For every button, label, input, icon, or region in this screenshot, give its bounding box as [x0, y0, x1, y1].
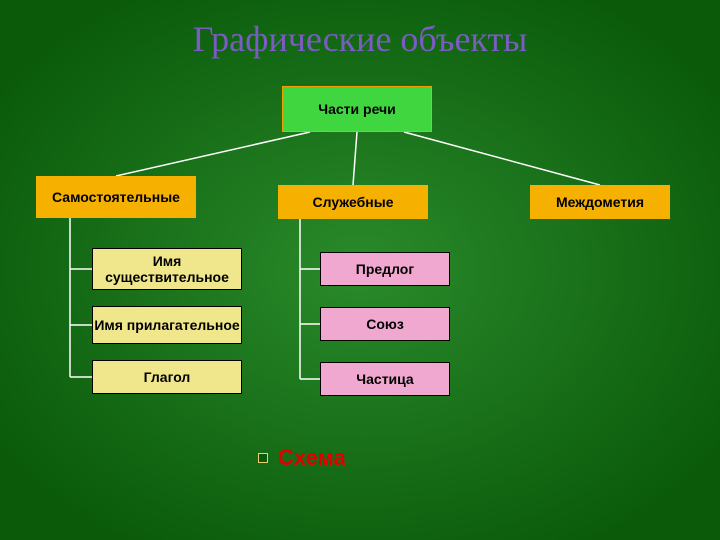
- node-noun-label: Имя существительное: [93, 253, 241, 285]
- node-particle: Частица: [320, 362, 450, 396]
- node-independent: Самостоятельные: [36, 176, 196, 218]
- node-adjective: Имя прилагательное: [92, 306, 242, 344]
- caption-text: Схема: [278, 445, 346, 471]
- node-verb-label: Глагол: [144, 369, 191, 385]
- node-noun: Имя существительное: [92, 248, 242, 290]
- node-verb: Глагол: [92, 360, 242, 394]
- node-preposition: Предлог: [320, 252, 450, 286]
- slide-title: Графические объекты: [0, 18, 720, 60]
- node-conjunction-label: Союз: [366, 316, 404, 332]
- node-auxiliary: Служебные: [278, 185, 428, 219]
- node-independent-label: Самостоятельные: [52, 189, 180, 205]
- node-preposition-label: Предлог: [356, 261, 414, 277]
- node-conjunction: Союз: [320, 307, 450, 341]
- node-adjective-label: Имя прилагательное: [94, 317, 239, 333]
- node-interjection-label: Междометия: [556, 194, 644, 210]
- node-particle-label: Частица: [356, 371, 413, 387]
- node-root: Части речи: [282, 86, 432, 132]
- node-auxiliary-label: Служебные: [313, 194, 394, 210]
- node-root-label: Части речи: [318, 101, 396, 117]
- node-interjection: Междометия: [530, 185, 670, 219]
- bullet-icon: [258, 453, 268, 463]
- caption: Схема: [258, 445, 346, 471]
